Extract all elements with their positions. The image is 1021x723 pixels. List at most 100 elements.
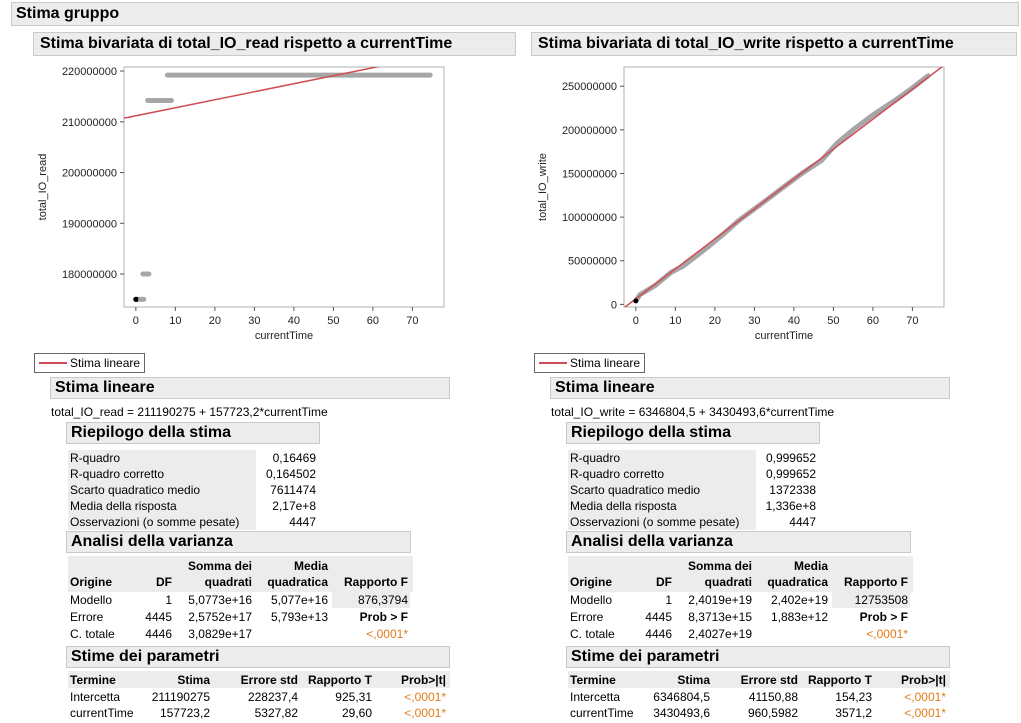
summary-row-value: 7611474	[270, 483, 316, 497]
anova-row-origine: Errore	[570, 610, 604, 624]
fit-line	[624, 67, 944, 307]
anova-row-origine: Modello	[570, 593, 613, 607]
anova-row-ss: 5,0773e+16	[188, 593, 252, 607]
x-tick-label: 60	[367, 315, 379, 327]
summary-row-value: 0,999652	[765, 467, 816, 481]
anova-col-ss: Somma dei	[187, 559, 252, 573]
summary-header-write[interactable]: Riepilogo della stima	[566, 422, 820, 444]
scatterplot-write: 0 10 20 30 40 50 60 70 0 50000000 100000000 1500000…	[537, 66, 945, 342]
anova-table-read: Origine DF Somma dei quadrati Media quadratic…	[68, 556, 413, 644]
header-shade	[68, 556, 413, 592]
x-tick-label: 70	[906, 315, 918, 327]
plot-frame	[123, 66, 445, 308]
anova-row-origine: Modello	[70, 593, 113, 607]
params-col-termine: Termine	[70, 673, 116, 687]
x-axis-label: currentTime	[755, 330, 813, 342]
header-shade	[332, 592, 410, 608]
params-col-p: Prob>|t|	[400, 673, 446, 687]
plot-title-write[interactable]: Stima bivariata di total_IO_write rispet…	[531, 32, 1017, 56]
legend-write[interactable]: Stima lineare	[534, 353, 646, 373]
equation-read: total_IO_read = 211190275 + 157723,2*cur…	[51, 405, 328, 419]
y-tick-label: 220000000	[62, 66, 117, 78]
anova-row-origine: C. totale	[570, 627, 615, 641]
fit-header-write[interactable]: Stima lineare	[550, 377, 950, 399]
params-row-p: <,0001*	[904, 706, 946, 720]
start-point	[633, 298, 639, 304]
anova-row-ss: 2,4019e+19	[688, 593, 752, 607]
anova-col-origine: Origine	[570, 575, 613, 589]
header-shade	[568, 556, 913, 592]
report-title[interactable]: Stima gruppo	[11, 2, 1019, 26]
params-row-stima: 157723,2	[159, 706, 210, 720]
params-row-p: <,0001*	[404, 706, 446, 720]
params-table-read: Termine Stima Errore std Rapporto T Prob>|t|…	[68, 671, 452, 723]
anova-row-df: 1	[165, 593, 172, 607]
summary-label-shade	[68, 450, 256, 530]
summary-row-value: 4447	[789, 515, 816, 529]
x-tick-label: 30	[748, 315, 760, 327]
y-tick-label: 210000000	[62, 117, 117, 129]
params-row-t: 154,23	[835, 690, 872, 704]
params-col-err: Errore std	[740, 673, 798, 687]
fit-header-read[interactable]: Stima lineare	[50, 377, 450, 399]
params-row-stima: 211190275	[151, 690, 210, 704]
x-tick-label: 50	[327, 315, 339, 327]
params-col-err: Errore std	[240, 673, 298, 687]
params-header-write[interactable]: Stime dei parametri	[566, 646, 950, 668]
anova-header-read[interactable]: Analisi della varianza	[66, 531, 411, 553]
legend-read[interactable]: Stima lineare	[34, 353, 146, 373]
anova-row-ms: 2,402e+19	[770, 593, 828, 607]
summary-row-label: Media della risposta	[70, 499, 177, 513]
anova-row-ss: 8,3713e+15	[688, 610, 752, 624]
y-tick-label: 250000000	[562, 81, 617, 93]
summary-label-shade	[568, 450, 756, 530]
summary-header-read[interactable]: Riepilogo della stima	[66, 422, 320, 444]
anova-row-df: 4445	[645, 610, 672, 624]
anova-col-ms: quadratica	[767, 575, 828, 589]
summary-row-label: R-quadro	[570, 451, 621, 465]
x-tick-label: 40	[788, 315, 800, 327]
summary-row-label: R-quadro corretto	[70, 467, 165, 481]
y-tick-label: 150000000	[562, 168, 617, 180]
anova-row-ms: 5,793e+13	[270, 610, 328, 624]
anova-prob-label: Prob > F	[859, 610, 908, 624]
summary-row-label: R-quadro corretto	[570, 467, 665, 481]
params-header-read[interactable]: Stime dei parametri	[66, 646, 450, 668]
params-row-termine: Intercetta	[570, 690, 621, 704]
y-tick-label: 200000000	[562, 125, 617, 137]
anova-col-origine: Origine	[70, 575, 113, 589]
legend-label-read: Stima lineare	[70, 356, 141, 370]
x-tick-label: 10	[169, 315, 181, 327]
x-tick-label: 20	[709, 315, 721, 327]
plot-title-read[interactable]: Stima bivariata di total_IO_read rispett…	[33, 32, 516, 56]
summary-row-label: Scarto quadratico medio	[70, 483, 201, 497]
params-row-termine: currentTime	[570, 706, 634, 720]
anova-header-write[interactable]: Analisi della varianza	[566, 531, 911, 553]
anova-row-origine: Errore	[70, 610, 104, 624]
anova-col-ss: quadrati	[204, 575, 252, 589]
params-row-p: <,0001*	[904, 690, 946, 704]
y-tick-label: 200000000	[62, 168, 117, 180]
header-shade	[568, 671, 950, 688]
params-row-t: 29,60	[341, 706, 372, 720]
anova-row-df: 4446	[145, 627, 172, 641]
params-row-err: 228237,4	[247, 690, 298, 704]
params-row-t: 3571,2	[835, 706, 872, 720]
y-tick-label: 180000000	[62, 269, 117, 281]
header-shade	[68, 671, 450, 688]
params-row-termine: Intercetta	[70, 690, 121, 704]
anova-col-df: DF	[656, 575, 672, 589]
legend-line-icon	[39, 362, 67, 364]
equation-write: total_IO_write = 6346804,5 + 3430493,6*c…	[551, 405, 835, 419]
y-tick-label: 100000000	[562, 212, 617, 224]
scatterplot-read: 0 10 20 30 40 50 60 70 180000000 190000000 2000000…	[37, 66, 445, 342]
summary-row-value: 0,999652	[765, 451, 816, 465]
params-col-stima: Stima	[677, 673, 710, 687]
anova-prob-value: <,0001*	[866, 627, 908, 641]
params-row-t: 925,31	[335, 690, 372, 704]
summary-row-label: Osservazioni (o somme pesate)	[570, 515, 740, 529]
anova-row-df: 1	[665, 593, 672, 607]
x-tick-label: 10	[669, 315, 681, 327]
anova-row-ms: 1,883e+12	[770, 610, 828, 624]
anova-row-origine: C. totale	[70, 627, 115, 641]
